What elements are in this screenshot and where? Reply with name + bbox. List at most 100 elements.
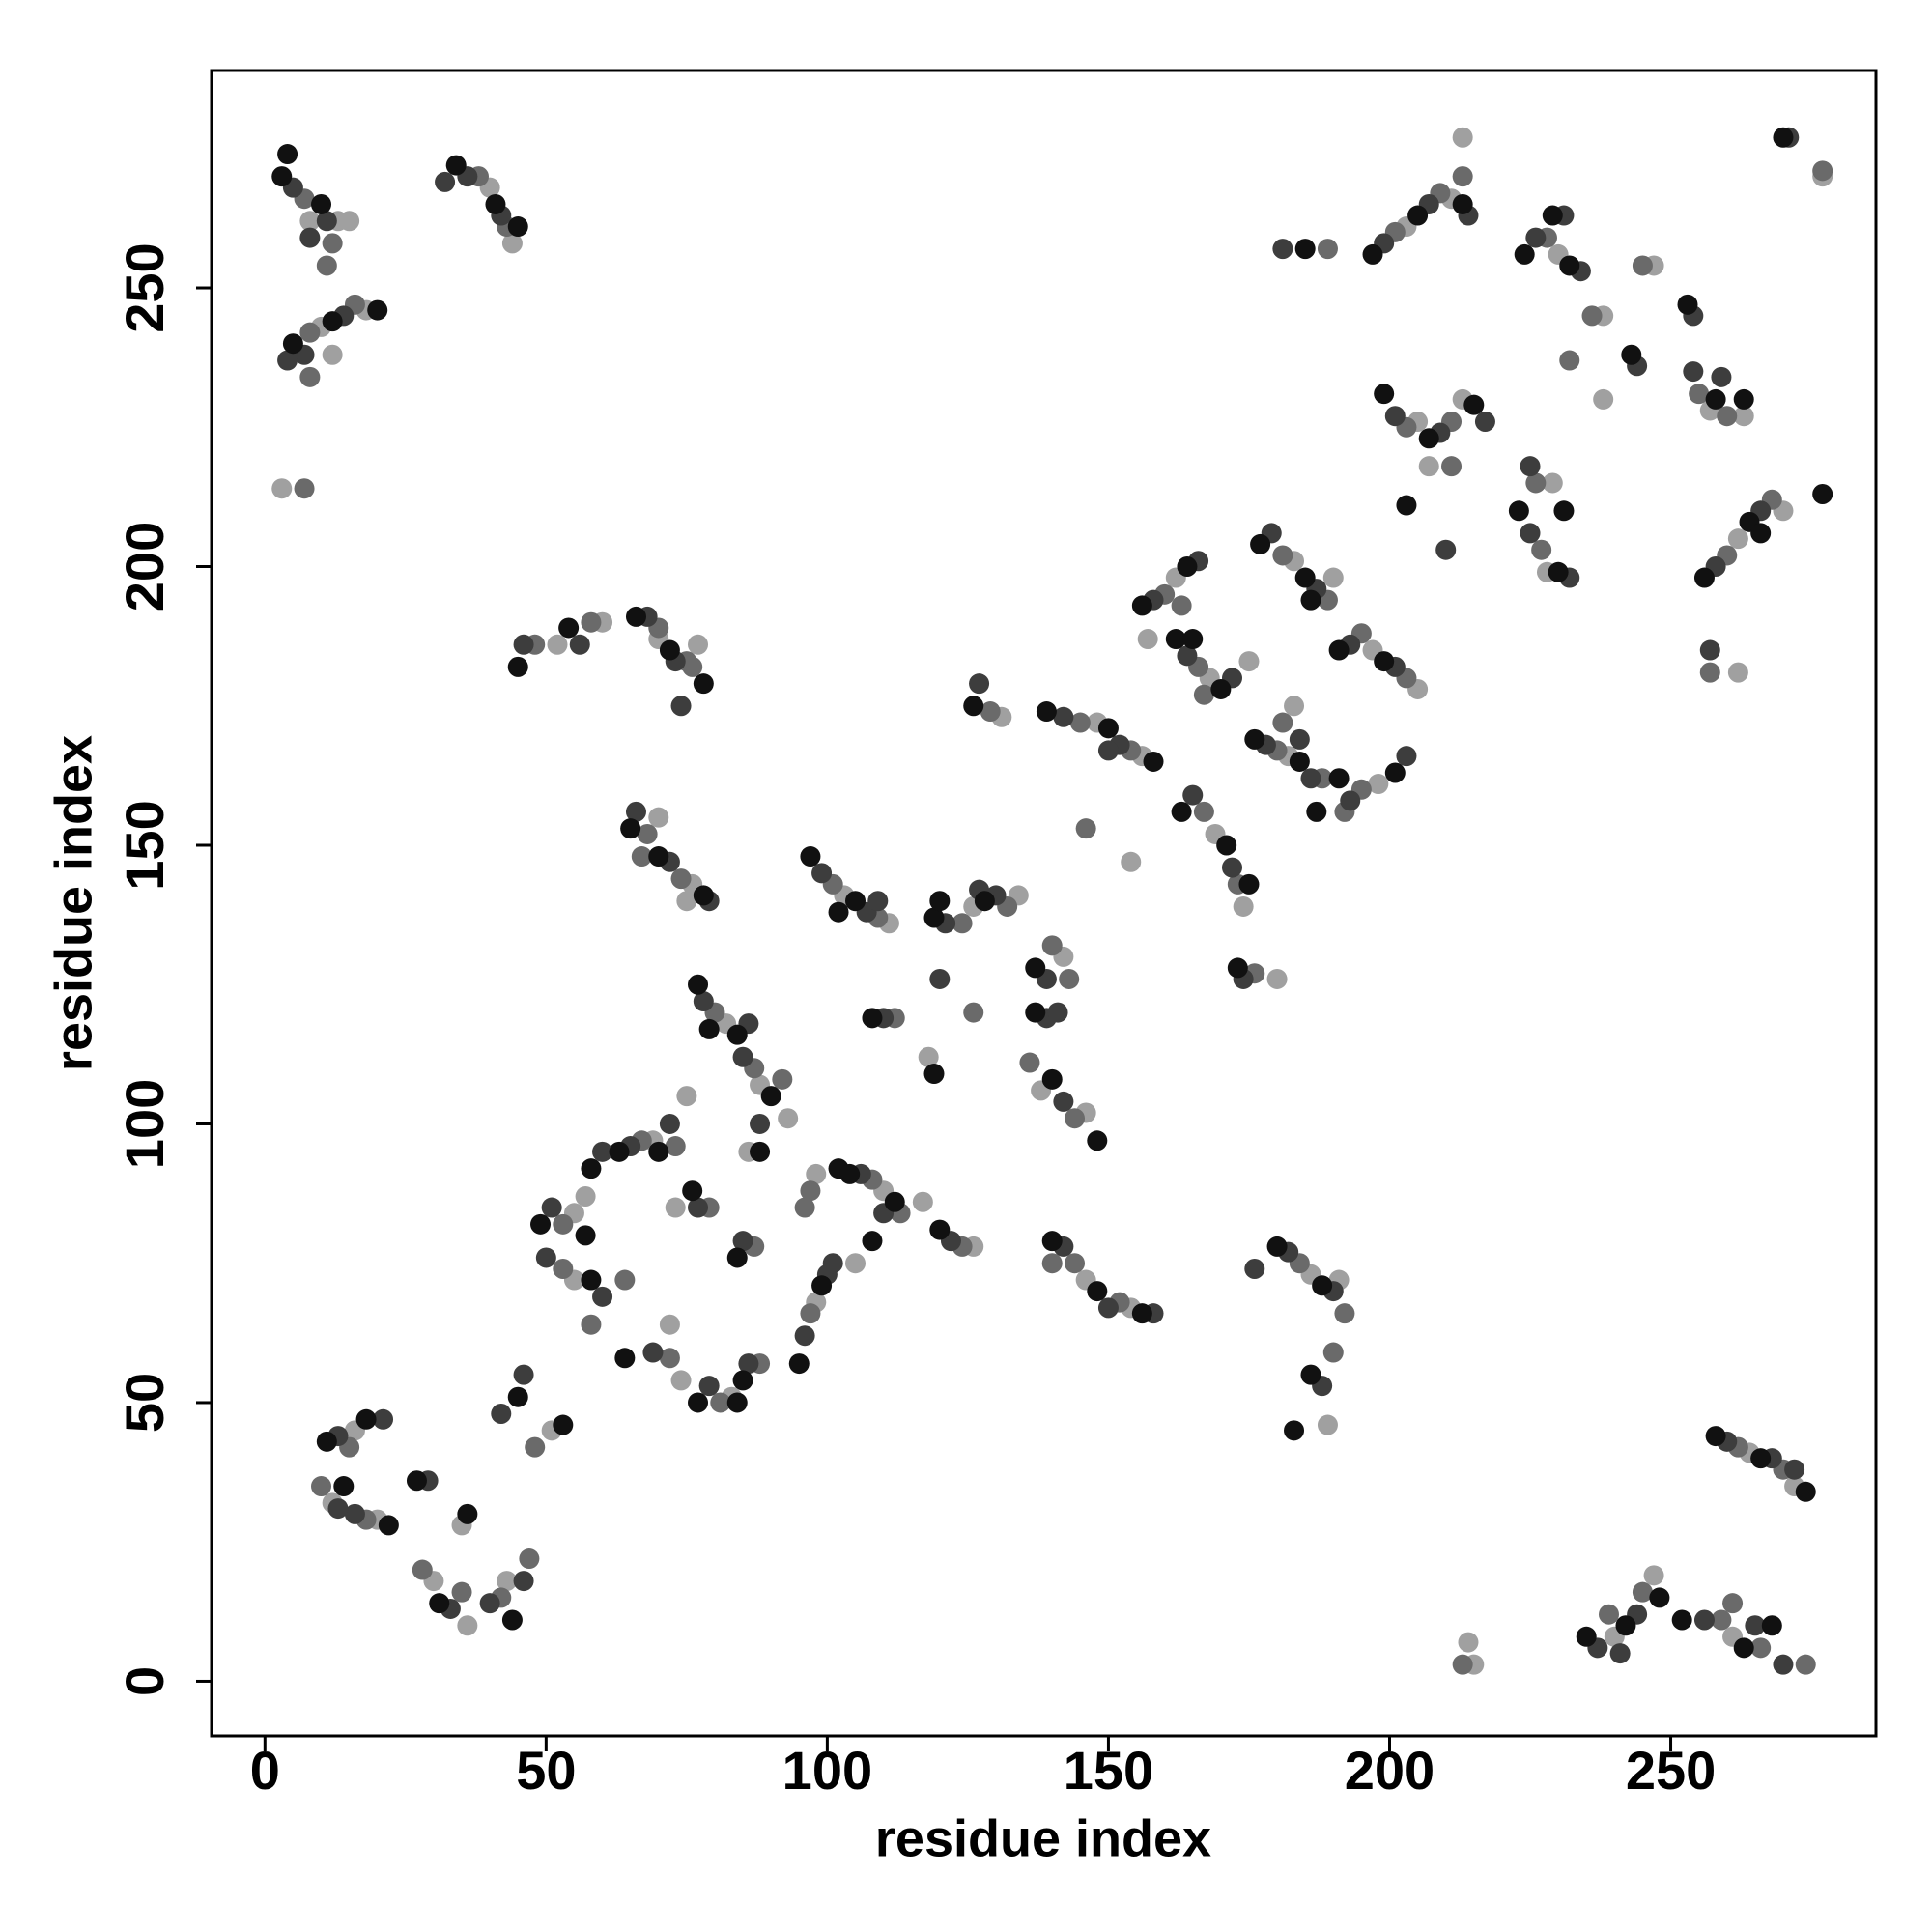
- point: [1328, 768, 1350, 789]
- point: [1284, 1420, 1305, 1441]
- point: [1238, 873, 1260, 895]
- point: [822, 1253, 843, 1274]
- plot-frame: [210, 69, 1878, 1738]
- point: [435, 171, 456, 192]
- point: [1121, 851, 1142, 872]
- point: [1087, 1130, 1108, 1151]
- point: [1699, 662, 1720, 683]
- point: [1581, 305, 1603, 327]
- point: [659, 1348, 680, 1369]
- point: [457, 1615, 478, 1636]
- point: [614, 1269, 636, 1291]
- point: [1233, 895, 1254, 917]
- point: [485, 193, 506, 214]
- point: [659, 1314, 680, 1335]
- point: [316, 1431, 337, 1452]
- point: [828, 901, 849, 923]
- point: [299, 366, 321, 387]
- point: [1340, 790, 1361, 811]
- x-tick-label: 150: [1064, 1740, 1153, 1801]
- point: [676, 891, 697, 912]
- point: [1576, 1626, 1597, 1647]
- points-layer: [271, 127, 1833, 1675]
- point: [952, 913, 973, 934]
- point: [1761, 1615, 1782, 1636]
- point: [794, 1197, 815, 1218]
- point: [1019, 1052, 1040, 1073]
- point: [1266, 1236, 1288, 1257]
- point: [1272, 239, 1293, 260]
- point: [311, 1476, 332, 1497]
- point: [569, 634, 590, 655]
- point: [322, 311, 343, 332]
- point: [1599, 1604, 1620, 1625]
- point: [1407, 205, 1429, 226]
- point: [1542, 472, 1563, 494]
- point: [1559, 350, 1580, 371]
- point: [1171, 595, 1192, 616]
- point: [1632, 255, 1653, 276]
- point: [1750, 523, 1772, 544]
- point: [553, 1258, 574, 1279]
- point: [311, 193, 332, 214]
- point: [1812, 160, 1833, 182]
- point: [688, 1392, 709, 1413]
- point: [322, 344, 343, 365]
- point: [1065, 1108, 1086, 1129]
- point: [665, 1136, 686, 1157]
- point: [1300, 1364, 1321, 1385]
- point: [1463, 394, 1485, 415]
- point: [1525, 472, 1547, 494]
- point: [732, 1231, 753, 1252]
- point: [1177, 556, 1198, 578]
- point: [1784, 1459, 1805, 1480]
- point: [1750, 1637, 1772, 1659]
- point: [1053, 706, 1074, 727]
- point: [969, 673, 990, 695]
- point: [1435, 539, 1457, 560]
- point: [1216, 835, 1237, 856]
- point: [620, 818, 641, 839]
- point: [1733, 1637, 1754, 1659]
- point: [1621, 344, 1642, 365]
- point: [1041, 1068, 1063, 1090]
- point: [800, 846, 821, 867]
- point: [1717, 406, 1738, 427]
- point: [648, 1141, 669, 1162]
- point: [980, 701, 1001, 723]
- point: [1548, 561, 1569, 582]
- point: [457, 1503, 478, 1524]
- point: [429, 1593, 450, 1614]
- point: [1041, 935, 1063, 956]
- point: [794, 1325, 815, 1347]
- point: [497, 1571, 518, 1592]
- point: [1795, 1481, 1816, 1502]
- point: [1143, 751, 1164, 772]
- point: [547, 634, 568, 655]
- point: [501, 1609, 523, 1631]
- point: [1520, 456, 1541, 477]
- point: [355, 1408, 377, 1430]
- x-tick-label: 200: [1345, 1740, 1435, 1801]
- point: [1458, 1632, 1479, 1653]
- point: [327, 1498, 349, 1520]
- point: [1396, 746, 1417, 767]
- point: [1306, 801, 1327, 822]
- point: [693, 991, 714, 1012]
- point: [1244, 728, 1265, 750]
- point: [884, 1191, 905, 1212]
- point: [507, 1386, 528, 1407]
- point: [1334, 1303, 1355, 1324]
- point: [592, 1141, 613, 1162]
- point: [333, 1476, 355, 1497]
- point: [1193, 801, 1214, 822]
- point: [1284, 696, 1305, 717]
- x-axis-title: residue index: [875, 1809, 1211, 1867]
- point: [294, 478, 315, 499]
- point: [1238, 651, 1260, 672]
- point: [1384, 762, 1406, 783]
- point: [1300, 768, 1321, 789]
- point: [1322, 1342, 1344, 1363]
